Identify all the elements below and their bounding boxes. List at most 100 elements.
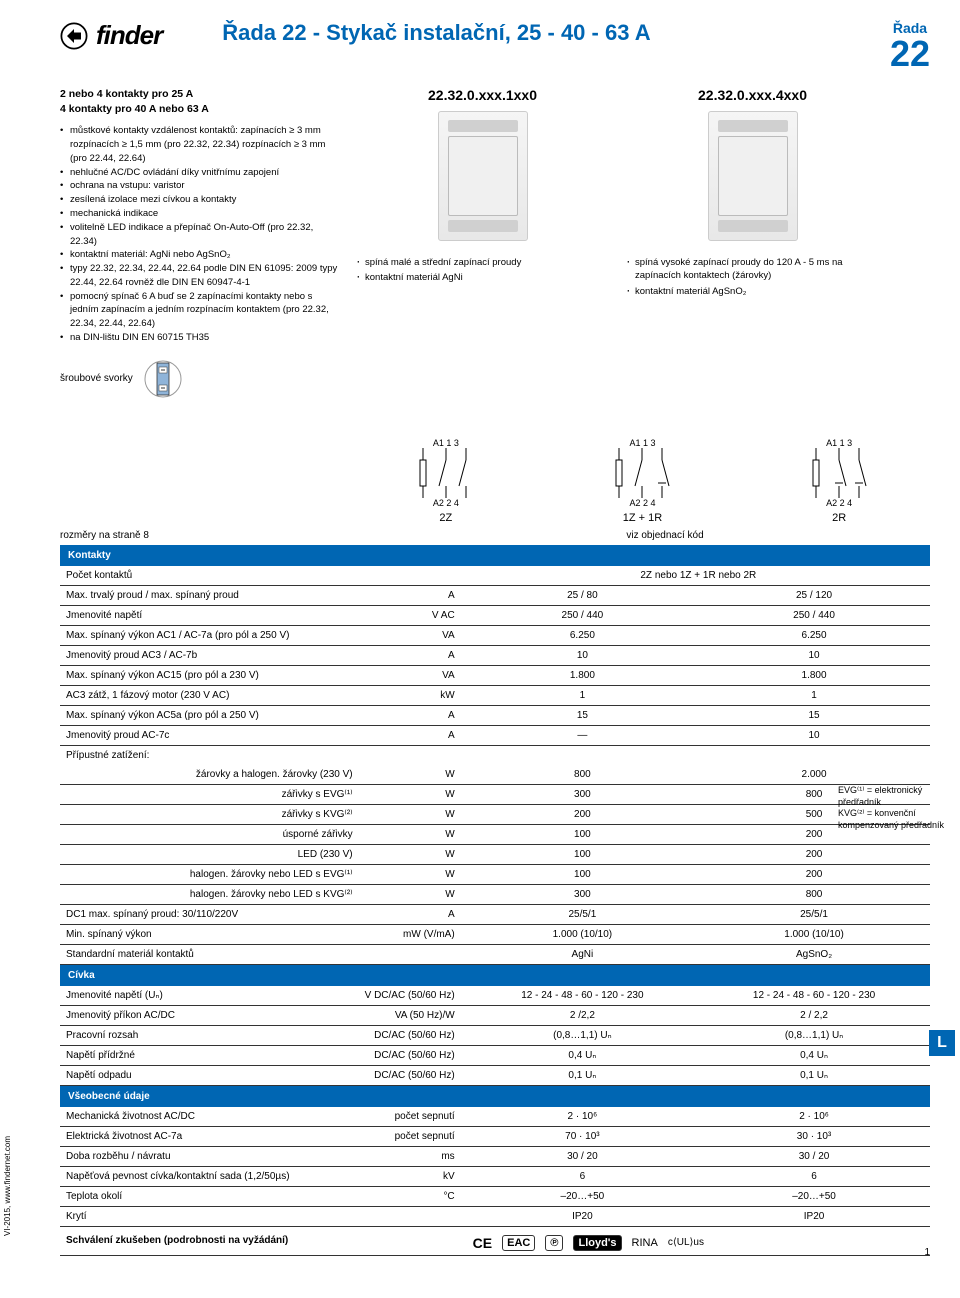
spec-unit: mW (V/mA) [359, 924, 467, 944]
spec-unit [359, 944, 467, 964]
diagram-terminals-bot: A2 2 4 [607, 498, 677, 508]
spec-value: 1 [698, 685, 930, 705]
rina-mark-icon: RINA [632, 1237, 658, 1249]
table-row: Elektrická životnost AC-7apočet sepnutí7… [60, 1126, 930, 1146]
spec-value: 1 [467, 685, 698, 705]
spec-label: Max. spínaný výkon AC15 (pro pól a 230 V… [60, 665, 359, 685]
feature-bullets: můstkové kontakty vzdálenost kontaktů: z… [60, 124, 340, 344]
table-row: Jmenovitý příkon AC/DCVA (50 Hz)/W2 /2,2… [60, 1005, 930, 1025]
spec-value: 10 [467, 645, 698, 665]
spec-value: 800 [467, 765, 698, 785]
spec-unit: °C [359, 1186, 467, 1206]
table-row: KrytíIP20IP20 [60, 1206, 930, 1226]
spec-value [467, 745, 698, 765]
spec-unit: A [359, 904, 467, 924]
page-number: 1 [924, 1247, 930, 1258]
spec-value: 100 [467, 824, 698, 844]
spec-unit: kW [359, 685, 467, 705]
spec-value: 1.800 [467, 665, 698, 685]
spec-value: 30 · 10³ [698, 1126, 930, 1146]
cert-mark-icon: ℗ [545, 1235, 563, 1251]
spec-label: zářivky s EVG⁽¹⁾ [60, 784, 359, 804]
model-code-2: 22.32.0.xxx.4xx0 [625, 87, 880, 103]
table-row: Napěťová pevnost cívka/kontaktní sada (1… [60, 1166, 930, 1186]
model-feature: spíná vysoké zapínací proudy do 120 A - … [635, 256, 880, 283]
spec-label: halogen. žárovky nebo LED s EVG⁽¹⁾ [60, 864, 359, 884]
diagram-terminals-top: A1 1 3 [607, 438, 677, 448]
spec-value: 200 [698, 864, 930, 884]
model-column-left: 22.32.0.xxx.1xx0 spíná malé a střední za… [355, 87, 610, 413]
spec-unit [359, 566, 467, 586]
bullet-item: ochrana na vstupu: varistor [70, 179, 340, 193]
page-header: finder Řada 22 - Stykač instalační, 25 -… [60, 20, 930, 72]
spec-label: Jmenovitý příkon AC/DC [60, 1005, 359, 1025]
spec-value: 2.000 [698, 765, 930, 785]
model-code-1: 22.32.0.xxx.1xx0 [355, 87, 610, 103]
spec-value: 6 [698, 1166, 930, 1186]
spec-value: 2 / 2,2 [698, 1005, 930, 1025]
section-vseob: Všeobecné údaje [60, 1085, 930, 1107]
spec-label: DC1 max. spínaný proud: 30/110/220V [60, 904, 359, 924]
spec-value: 10 [698, 725, 930, 745]
model-feature: kontaktní materiál AgSnO₂ [635, 285, 880, 298]
spec-unit: W [359, 765, 467, 785]
table-row: Max. trvalý proud / max. spínaný proudA2… [60, 585, 930, 605]
side-footnote: EVG⁽¹⁾ = elektronický předřadník KVG⁽²⁾ … [838, 785, 958, 832]
left-description-column: 2 nebo 4 kontakty pro 25 A 4 kontakty pr… [60, 87, 340, 413]
table-row: Jmenovitý proud AC-7cA—10 [60, 725, 930, 745]
spec-value: 200 [467, 804, 698, 824]
bullet-item: mechanická indikace [70, 207, 340, 221]
table-row: Napětí odpaduDC/AC (50/60 Hz)0,1 Uₙ0,1 U… [60, 1065, 930, 1085]
table-row: Přípustné zatížení: [60, 745, 930, 765]
spec-value: IP20 [467, 1206, 698, 1226]
section-kontakty: Kontakty [60, 545, 930, 566]
table-row: Jmenovité napětí (Uₙ)V DC/AC (50/60 Hz)1… [60, 986, 930, 1006]
spec-value: 800 [698, 884, 930, 904]
table-row: Standardní materiál kontaktůAgNiAgSnO₂ [60, 944, 930, 964]
spec-unit [359, 1206, 467, 1226]
spec-label: Přípustné zatížení: [60, 745, 359, 765]
spec-value: 300 [467, 784, 698, 804]
table-row: Jmenovité napětíV AC250 / 440250 / 440 [60, 605, 930, 625]
spec-value: 250 / 440 [698, 605, 930, 625]
intro-line-2: 4 kontakty pro 40 A nebo 63 A [60, 102, 340, 117]
lloyds-mark-icon: Lloyd's [573, 1235, 621, 1251]
cul-mark-icon: c⟨UL⟩us [668, 1237, 704, 1248]
spec-label: Jmenovitý proud AC-7c [60, 725, 359, 745]
spec-label: Jmenovité napětí [60, 605, 359, 625]
table-row: Min. spínaný výkonmW (V/mA)1.000 (10/10)… [60, 924, 930, 944]
ce-mark-icon: CE [473, 1235, 492, 1251]
bullet-item: zesílená izolace mezi cívkou a kontakty [70, 193, 340, 207]
spec-unit: A [359, 585, 467, 605]
spec-unit [359, 745, 467, 765]
spec-value: 25 / 120 [698, 585, 930, 605]
diagram-label: 2Z [411, 512, 481, 524]
spec-value: (0,8…1,1) Uₙ [467, 1025, 698, 1045]
table-row: Max. spínaný výkon AC5a (pro pól a 250 V… [60, 705, 930, 725]
screw-terminals-label: šroubové svorky [60, 373, 133, 384]
spec-unit: ms [359, 1146, 467, 1166]
spec-label: Max. spínaný výkon AC1 / AC-7a (pro pól … [60, 625, 359, 645]
spec-label: Mechanická životnost AC/DC [60, 1107, 359, 1127]
spec-label: Krytí [60, 1206, 359, 1226]
spec-unit: A [359, 645, 467, 665]
spec-value [698, 745, 930, 765]
table-row: AC3 zátž, 1 fázový motor (230 V AC)kW11 [60, 685, 930, 705]
spec-label: AC3 zátž, 1 fázový motor (230 V AC) [60, 685, 359, 705]
spec-label: Doba rozběhu / návratu [60, 1146, 359, 1166]
table-row: zářivky s EVG⁽¹⁾W300800 [60, 784, 930, 804]
spec-value: 100 [467, 864, 698, 884]
spec-label: Napětí přídržné [60, 1045, 359, 1065]
spec-unit: W [359, 864, 467, 884]
diagram-terminals-top: A1 1 3 [804, 438, 874, 448]
diagram-terminals-bot: A2 2 4 [804, 498, 874, 508]
spec-value: 25/5/1 [467, 904, 698, 924]
spec-value: 0,1 Uₙ [467, 1065, 698, 1085]
spec-value: 12 - 24 - 48 - 60 - 120 - 230 [467, 986, 698, 1006]
table-row: Pracovní rozsahDC/AC (50/60 Hz)(0,8…1,1)… [60, 1025, 930, 1045]
spec-value: 2 · 10⁶ [467, 1107, 698, 1127]
spec-label: Pracovní rozsah [60, 1025, 359, 1045]
intro-line-1: 2 nebo 4 kontakty pro 25 A [60, 87, 340, 102]
spec-value: 6.250 [467, 625, 698, 645]
approval-label: Schválení zkušeben (podrobnosti na vyžád… [60, 1226, 467, 1255]
